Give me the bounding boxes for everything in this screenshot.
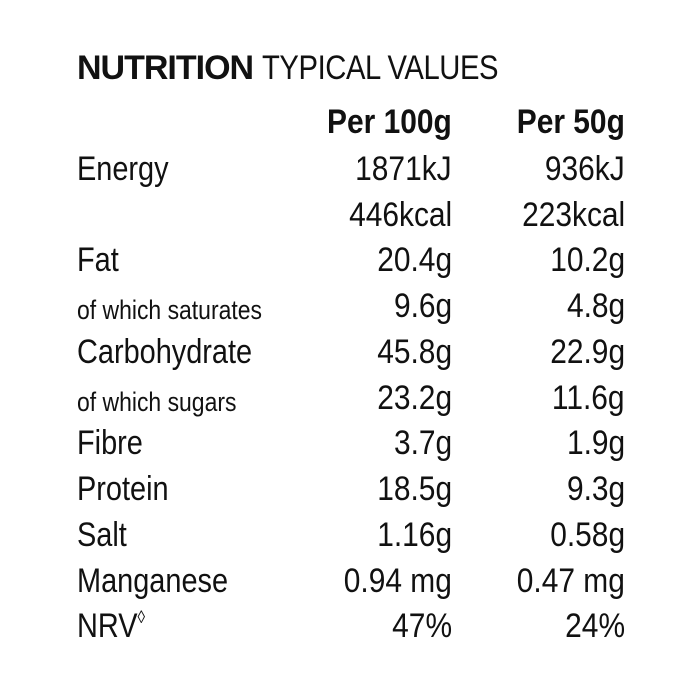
nutrient-name: Salt <box>77 516 127 554</box>
row-carbohydrate: Carbohydrate 45.8g 22.9g <box>77 332 627 376</box>
value-per-100g: 9.6g <box>393 287 452 325</box>
column-header-per-100g: Per 100g <box>327 103 452 141</box>
nutrient-name: of which sugars <box>77 387 237 417</box>
nutrient-name: Fat <box>77 241 119 279</box>
value-per-100g: 1.16g <box>377 516 452 554</box>
value-per-100g: 0.94 mg <box>343 562 452 600</box>
value-per-100g: 47% <box>392 607 452 645</box>
row-salt: Salt 1.16g 0.58g <box>77 515 627 559</box>
row-energy-kj: Energy 1871kJ 936kJ <box>77 149 627 193</box>
value-per-100g: 446kcal <box>348 196 452 234</box>
value-per-100g: 3.7g <box>393 424 452 462</box>
value-per-100g: 23.2g <box>377 379 452 417</box>
row-nrv: NRV◊ 47% 24% <box>77 606 627 650</box>
value-per-50g: 22.9g <box>550 333 625 371</box>
nrv-diamond-mark: ◊ <box>137 607 146 627</box>
value-per-100g: 45.8g <box>377 333 452 371</box>
nutrient-name: Protein <box>77 470 169 508</box>
nutrition-heading: NUTRITION TYPICAL VALUES <box>77 48 537 88</box>
row-saturates: of which saturates 9.6g 4.8g <box>77 286 627 330</box>
nutrient-name: Manganese <box>77 562 229 600</box>
column-header-per-50g: Per 50g <box>516 103 625 141</box>
value-per-100g: 1871kJ <box>355 150 452 188</box>
row-fat: Fat 20.4g 10.2g <box>77 240 627 284</box>
row-sugars: of which sugars 23.2g 11.6g <box>77 378 627 422</box>
nutrient-name-nrv: NRV◊ <box>77 607 145 646</box>
value-per-100g: 20.4g <box>377 241 452 279</box>
column-header-row: Per 100g Per 50g <box>77 102 627 146</box>
value-per-100g: 18.5g <box>377 470 452 508</box>
row-fibre: Fibre 3.7g 1.9g <box>77 423 627 467</box>
heading-bold: NUTRITION <box>77 49 254 87</box>
nutrient-name: Fibre <box>77 424 143 462</box>
value-per-50g: 10.2g <box>550 241 625 279</box>
nutrient-name: Energy <box>77 150 169 188</box>
heading-typical-values: TYPICAL VALUES <box>262 49 499 87</box>
value-per-50g: 936kJ <box>545 150 625 188</box>
value-per-50g: 24% <box>565 607 625 645</box>
value-per-50g: 4.8g <box>566 287 625 325</box>
value-per-50g: 9.3g <box>566 470 625 508</box>
row-protein: Protein 18.5g 9.3g <box>77 469 627 513</box>
value-per-50g: 0.47 mg <box>516 562 625 600</box>
nutrient-name: of which saturates <box>77 295 262 325</box>
row-energy-kcal: 446kcal 223kcal <box>77 195 627 239</box>
nutrient-name: Carbohydrate <box>77 333 253 371</box>
value-per-50g: 11.6g <box>552 379 625 417</box>
value-per-50g: 1.9g <box>566 424 625 462</box>
nrv-label: NRV <box>77 607 138 645</box>
row-manganese: Manganese 0.94 mg 0.47 mg <box>77 561 627 605</box>
value-per-50g: 0.58g <box>550 516 625 554</box>
value-per-50g: 223kcal <box>521 196 625 234</box>
